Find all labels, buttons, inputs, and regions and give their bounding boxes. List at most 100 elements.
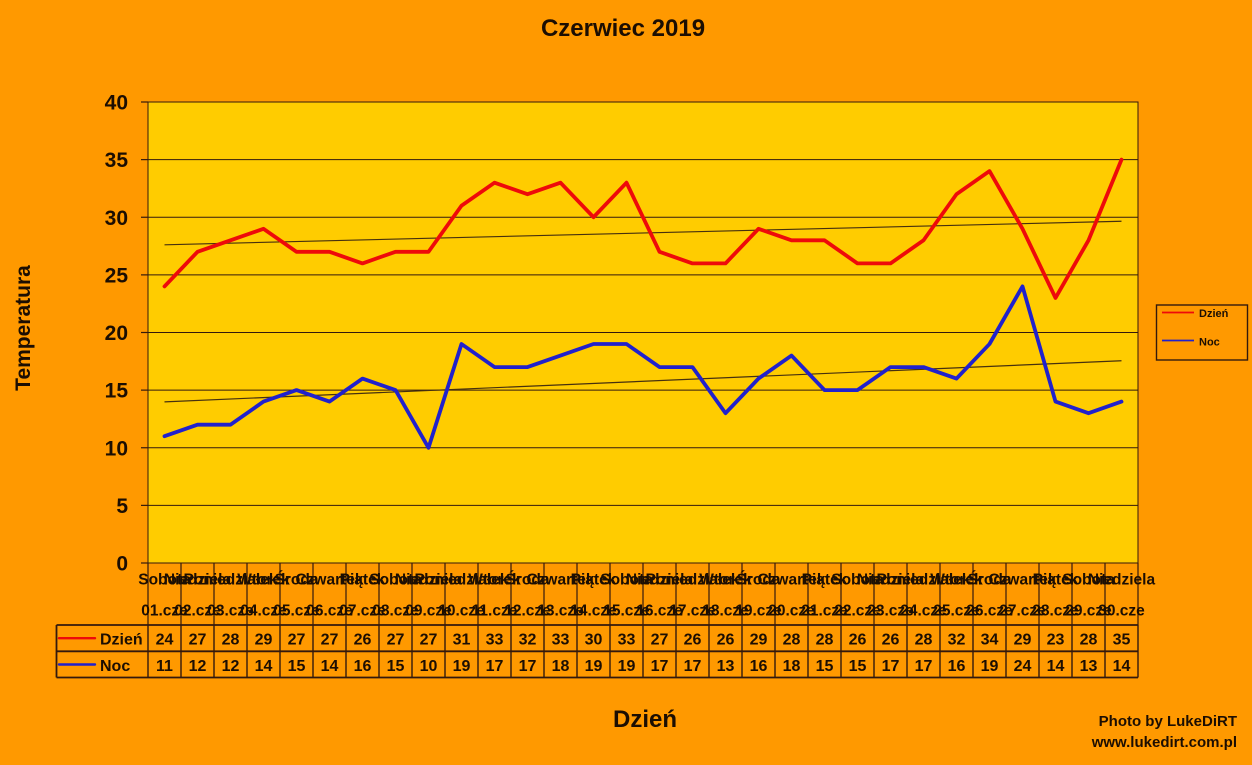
svg-text:Wtorek: Wtorek bbox=[699, 572, 752, 589]
svg-text:17: 17 bbox=[915, 658, 933, 675]
svg-text:Środa: Środa bbox=[275, 571, 319, 589]
svg-text:14.cze: 14.cze bbox=[570, 603, 617, 620]
svg-text:28: 28 bbox=[783, 632, 801, 649]
svg-text:28.cze: 28.cze bbox=[1032, 603, 1079, 620]
svg-text:0: 0 bbox=[116, 553, 128, 576]
svg-text:11: 11 bbox=[156, 658, 173, 675]
svg-text:Środa: Środa bbox=[737, 571, 781, 589]
svg-text:Piątek: Piątek bbox=[340, 572, 386, 589]
svg-text:33: 33 bbox=[552, 632, 570, 649]
svg-text:Dzień: Dzień bbox=[100, 632, 143, 649]
svg-text:Środa: Środa bbox=[506, 571, 550, 589]
svg-text:Dzień: Dzień bbox=[1199, 308, 1229, 320]
svg-text:Dzień: Dzień bbox=[613, 706, 677, 733]
svg-text:30: 30 bbox=[105, 207, 128, 230]
svg-text:19: 19 bbox=[453, 658, 471, 675]
svg-text:16.cze: 16.cze bbox=[636, 603, 683, 620]
svg-text:18.cze: 18.cze bbox=[702, 603, 749, 620]
svg-text:13.cze: 13.cze bbox=[537, 603, 584, 620]
svg-text:17.cze: 17.cze bbox=[669, 603, 716, 620]
svg-text:29: 29 bbox=[255, 632, 273, 649]
svg-text:Temperatura: Temperatura bbox=[12, 265, 35, 391]
svg-text:34: 34 bbox=[981, 632, 999, 649]
svg-text:27: 27 bbox=[420, 632, 438, 649]
svg-text:26: 26 bbox=[354, 632, 372, 649]
svg-text:Czwartek: Czwartek bbox=[988, 572, 1056, 589]
svg-text:12: 12 bbox=[222, 658, 240, 675]
svg-text:15: 15 bbox=[105, 380, 129, 403]
svg-text:02.cze: 02.cze bbox=[174, 603, 221, 620]
svg-text:07.cze: 07.cze bbox=[339, 603, 386, 620]
svg-text:17: 17 bbox=[651, 658, 669, 675]
svg-text:Sobota: Sobota bbox=[1062, 572, 1115, 589]
svg-text:14: 14 bbox=[321, 658, 339, 675]
svg-text:14: 14 bbox=[1047, 658, 1065, 675]
svg-text:26: 26 bbox=[684, 632, 702, 649]
svg-text:03.cze: 03.cze bbox=[207, 603, 254, 620]
svg-text:Noc: Noc bbox=[1199, 337, 1220, 349]
svg-text:24.cze: 24.cze bbox=[900, 603, 947, 620]
svg-text:11.cze: 11.cze bbox=[472, 603, 518, 620]
svg-text:19.cze: 19.cze bbox=[735, 603, 782, 620]
svg-text:23: 23 bbox=[1047, 632, 1065, 649]
svg-text:30: 30 bbox=[585, 632, 603, 649]
svg-text:24: 24 bbox=[1014, 658, 1032, 675]
svg-text:Środa: Środa bbox=[968, 571, 1012, 589]
svg-text:15: 15 bbox=[849, 658, 867, 675]
svg-text:28: 28 bbox=[222, 632, 240, 649]
svg-text:27.cze: 27.cze bbox=[999, 603, 1046, 620]
svg-text:32: 32 bbox=[948, 632, 966, 649]
svg-text:Photo by LukeDiRT: Photo by LukeDiRT bbox=[1099, 713, 1237, 730]
svg-text:19: 19 bbox=[981, 658, 999, 675]
svg-text:18: 18 bbox=[783, 658, 801, 675]
svg-text:14: 14 bbox=[1113, 658, 1131, 675]
svg-text:20: 20 bbox=[105, 322, 128, 345]
svg-text:35: 35 bbox=[105, 149, 129, 172]
svg-text:Czwartek: Czwartek bbox=[295, 572, 363, 589]
svg-text:40: 40 bbox=[105, 92, 128, 115]
svg-text:Noc: Noc bbox=[100, 658, 130, 675]
svg-text:14: 14 bbox=[255, 658, 273, 675]
svg-text:30.cze: 30.cze bbox=[1098, 603, 1145, 620]
svg-text:28: 28 bbox=[1080, 632, 1098, 649]
svg-text:13: 13 bbox=[1080, 658, 1098, 675]
svg-text:13: 13 bbox=[717, 658, 735, 675]
svg-text:27: 27 bbox=[288, 632, 306, 649]
svg-text:08.cze: 08.cze bbox=[372, 603, 419, 620]
svg-text:25.cze: 25.cze bbox=[933, 603, 980, 620]
svg-text:29.cze: 29.cze bbox=[1065, 603, 1112, 620]
svg-text:27: 27 bbox=[651, 632, 669, 649]
svg-text:Piątek: Piątek bbox=[571, 572, 617, 589]
svg-text:33: 33 bbox=[618, 632, 636, 649]
svg-text:17: 17 bbox=[684, 658, 702, 675]
svg-text:Wtorek: Wtorek bbox=[237, 572, 290, 589]
svg-text:Sobota: Sobota bbox=[369, 572, 422, 589]
svg-text:26: 26 bbox=[717, 632, 735, 649]
svg-text:Niedziela: Niedziela bbox=[164, 572, 232, 589]
svg-text:Niedziela: Niedziela bbox=[857, 572, 925, 589]
svg-text:15: 15 bbox=[816, 658, 834, 675]
svg-text:16: 16 bbox=[750, 658, 768, 675]
svg-text:Sobota: Sobota bbox=[600, 572, 653, 589]
svg-text:Czwartek: Czwartek bbox=[757, 572, 825, 589]
svg-text:25: 25 bbox=[105, 264, 129, 287]
svg-text:26.cze: 26.cze bbox=[966, 603, 1013, 620]
svg-text:18: 18 bbox=[552, 658, 570, 675]
svg-text:28: 28 bbox=[915, 632, 933, 649]
svg-text:Sobota: Sobota bbox=[831, 572, 884, 589]
svg-text:10: 10 bbox=[105, 437, 128, 460]
svg-text:12.cze: 12.cze bbox=[504, 603, 551, 620]
svg-text:26: 26 bbox=[849, 632, 867, 649]
svg-text:35: 35 bbox=[1113, 632, 1131, 649]
svg-text:19: 19 bbox=[618, 658, 636, 675]
svg-text:16: 16 bbox=[948, 658, 966, 675]
svg-text:20.cze: 20.cze bbox=[768, 603, 815, 620]
svg-text:05.cze: 05.cze bbox=[273, 603, 320, 620]
svg-text:12: 12 bbox=[189, 658, 207, 675]
svg-text:16: 16 bbox=[354, 658, 372, 675]
svg-text:17: 17 bbox=[882, 658, 900, 675]
svg-text:26: 26 bbox=[882, 632, 900, 649]
svg-text:09.cze: 09.cze bbox=[405, 603, 452, 620]
svg-text:22.cze: 22.cze bbox=[834, 603, 881, 620]
svg-text:Niedziela: Niedziela bbox=[1088, 572, 1156, 589]
